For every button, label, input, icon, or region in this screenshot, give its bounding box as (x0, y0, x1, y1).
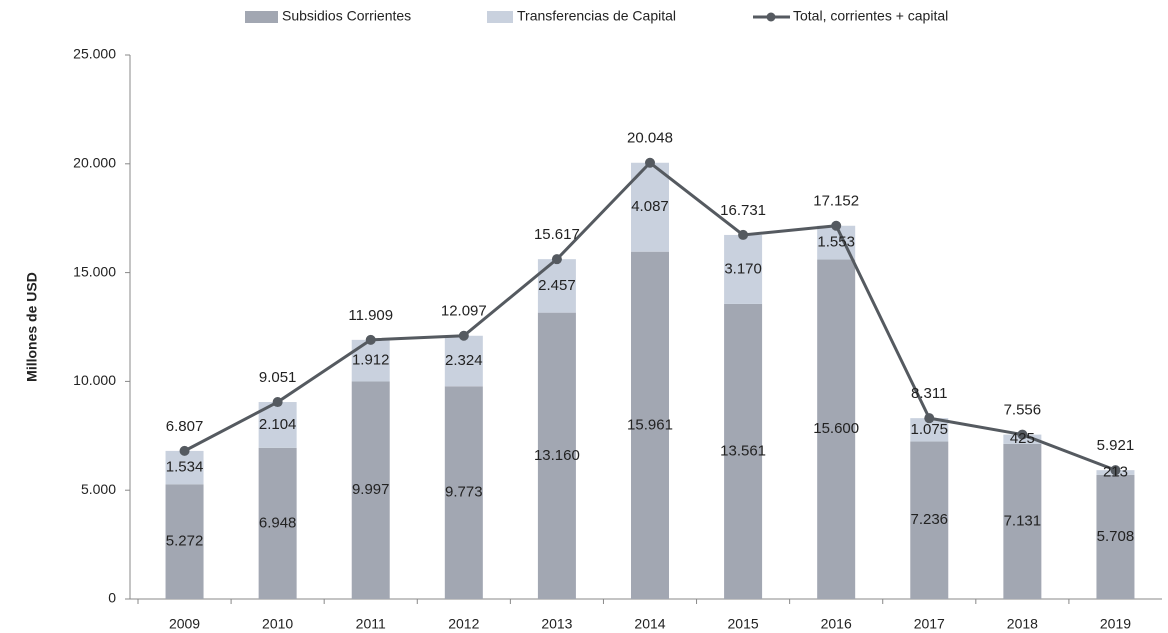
y-tick-label: 20.000 (73, 155, 116, 171)
x-tick-label: 2019 (1100, 616, 1131, 632)
data-label: 13.160 (534, 447, 580, 464)
data-label: 7.131 (1004, 512, 1042, 529)
line-point (738, 229, 749, 240)
bar (258, 447, 297, 599)
data-label: 7.556 (1004, 402, 1042, 419)
x-tick-label: 2016 (821, 616, 852, 632)
data-label: 213 (1103, 463, 1128, 480)
data-label: 8.311 (911, 385, 947, 402)
bar (724, 303, 763, 599)
x-tick-label: 2013 (541, 616, 572, 632)
data-label: 1.912 (352, 352, 390, 369)
line-point (1017, 429, 1028, 440)
line-point (831, 220, 842, 231)
line-point (179, 445, 190, 456)
bar (444, 386, 483, 599)
legend-swatch (245, 11, 278, 23)
data-label: 5.921 (1097, 437, 1135, 454)
bar (817, 259, 856, 599)
data-label: 7.236 (910, 511, 948, 528)
data-label: 2.324 (445, 352, 483, 369)
y-tick-label: 0 (108, 590, 116, 606)
line-point (1110, 465, 1121, 476)
data-label: 9.773 (445, 484, 483, 501)
bar (724, 234, 763, 304)
x-tick-label: 2012 (448, 616, 479, 632)
data-label: 13.561 (720, 442, 766, 459)
data-label: 1.075 (910, 421, 948, 438)
line-point (365, 334, 376, 345)
data-label: 6.807 (166, 418, 204, 435)
data-label: 1.534 (166, 459, 204, 476)
bar (910, 441, 949, 599)
legend-label: Transferencias de Capital (517, 8, 676, 24)
y-tick-label: 15.000 (73, 263, 116, 279)
data-label: 5.708 (1097, 528, 1135, 545)
y-tick-label: 5.000 (81, 481, 116, 497)
bar (1003, 443, 1042, 599)
data-label: 16.731 (720, 202, 766, 219)
bar (165, 450, 204, 485)
data-label: 9.997 (352, 481, 390, 498)
line-point (272, 397, 283, 408)
bar (444, 335, 483, 387)
data-label: 15.961 (627, 416, 673, 433)
data-label: 15.617 (534, 226, 580, 243)
data-label: 6.948 (259, 514, 297, 531)
x-tick-label: 2011 (356, 616, 386, 632)
bar (165, 484, 204, 599)
bar (631, 251, 669, 599)
bar (537, 312, 576, 599)
line-point (645, 157, 655, 168)
x-tick-label: 2014 (634, 616, 665, 632)
x-tick-label: 2015 (728, 616, 759, 632)
data-label: 9.051 (259, 369, 297, 386)
y-tick-label: 25.000 (73, 46, 116, 62)
data-label: 425 (1010, 430, 1035, 447)
data-label: 3.170 (724, 260, 762, 277)
x-tick-label: 2010 (262, 616, 293, 632)
data-label: 17.152 (813, 193, 859, 210)
data-label: 20.048 (627, 130, 673, 147)
bar (910, 418, 949, 442)
y-tick-label: 10.000 (73, 372, 116, 388)
legend-label: Total, corrientes + capital (793, 8, 948, 24)
data-label: 5.272 (166, 533, 204, 550)
data-label: 2.104 (259, 416, 297, 433)
data-label: 1.553 (817, 234, 855, 251)
bar (1096, 474, 1135, 599)
data-label: 12.097 (441, 303, 487, 320)
line-point (458, 330, 469, 341)
legend-label: Subsidios Corrientes (282, 8, 411, 24)
legend-swatch (766, 12, 776, 22)
data-label: 11.909 (348, 307, 393, 324)
legend-swatch (487, 11, 513, 23)
line-point (551, 254, 562, 265)
x-tick-label: 2009 (169, 616, 200, 632)
bar (351, 381, 390, 599)
data-label: 4.087 (631, 198, 669, 215)
data-label: 2.457 (538, 277, 576, 294)
data-label: 15.600 (813, 420, 859, 437)
x-tick-label: 2018 (1007, 616, 1038, 632)
line-point (924, 413, 935, 424)
y-axis-label: Millones de USD (24, 272, 40, 382)
x-tick-label: 2017 (914, 616, 945, 632)
